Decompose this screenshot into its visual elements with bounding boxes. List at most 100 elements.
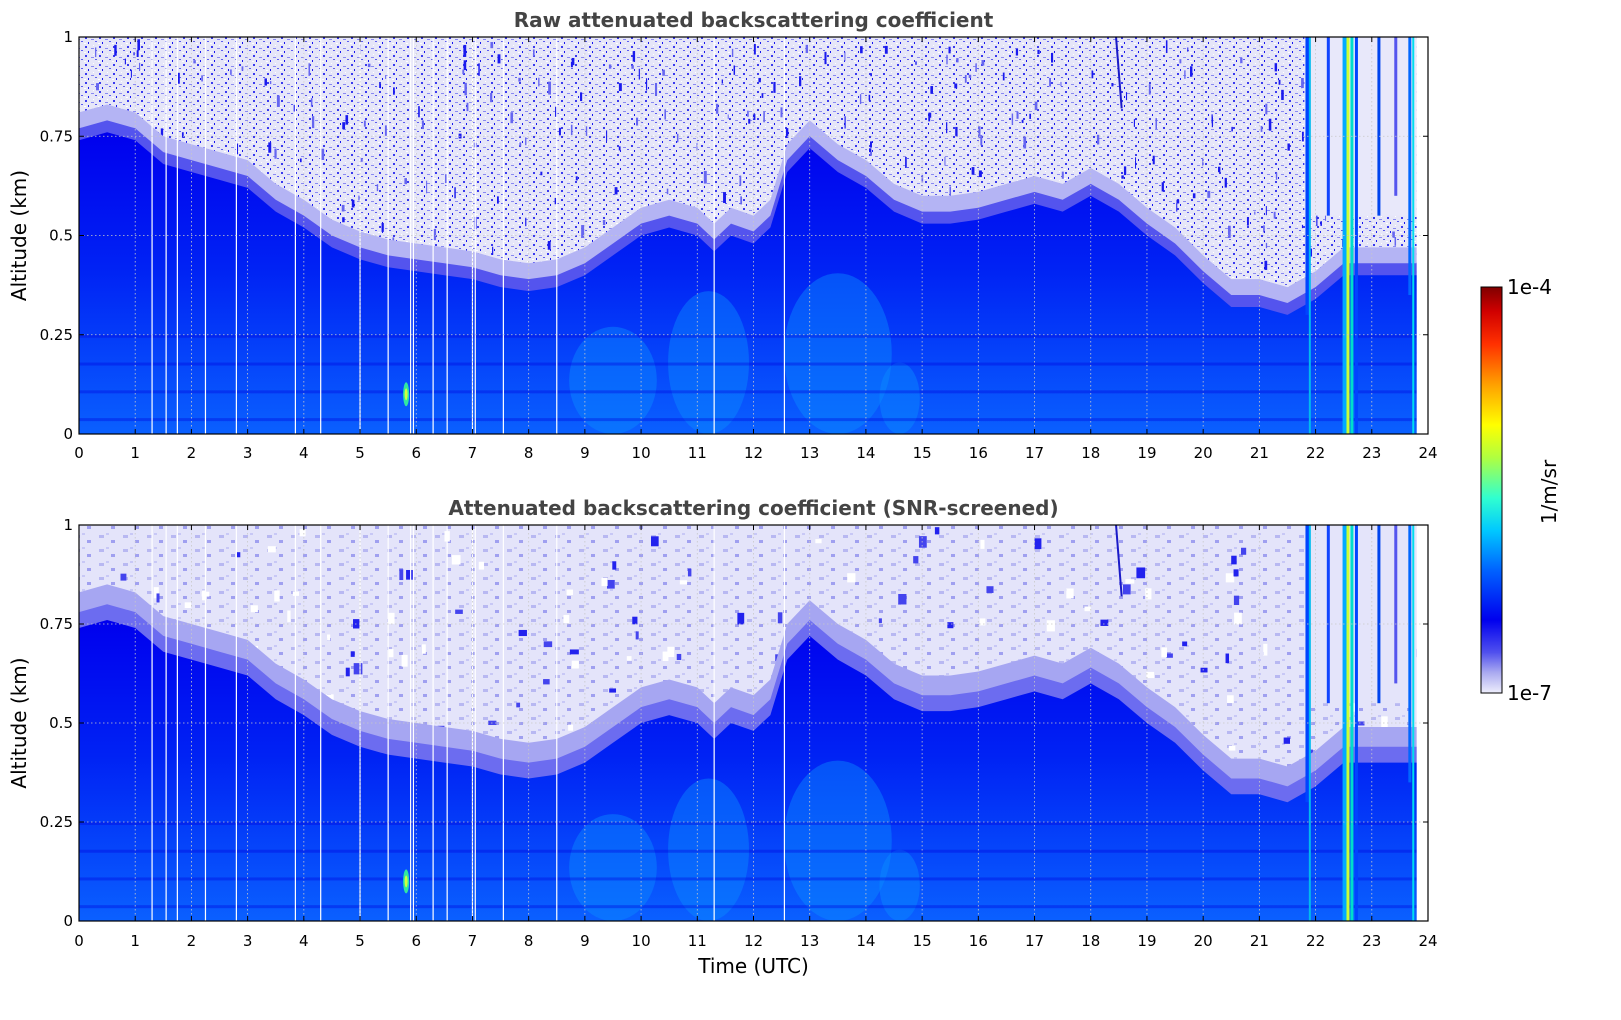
noise-patch (1184, 70, 1186, 79)
noise-patch (342, 122, 346, 130)
noise-patch (1265, 206, 1267, 216)
noise-patch (543, 641, 553, 648)
noise-patch (733, 65, 736, 75)
noise-patch (1182, 641, 1188, 647)
noise-patch (1381, 716, 1388, 729)
x-tick-label: 9 (580, 932, 590, 950)
noise-patch (193, 60, 196, 64)
precipitation-streak (1412, 525, 1415, 921)
noise-patch (384, 125, 387, 136)
x-tick-label: 2 (187, 932, 197, 950)
noise-patch (870, 151, 872, 156)
noise-patch (466, 102, 469, 112)
no-data-area (1416, 525, 1428, 921)
x-tick-label: 13 (800, 932, 819, 950)
x-tick-label: 19 (1137, 932, 1156, 950)
noise-patch (1310, 248, 1313, 257)
noise-patch (532, 49, 535, 57)
noise-patch (267, 546, 276, 553)
noise-patch (1275, 172, 1278, 180)
noise-patch (632, 51, 636, 62)
noise-patch (654, 82, 658, 96)
x-tick-label: 24 (1418, 444, 1437, 462)
noise-patch (345, 115, 349, 125)
colorbar-max-label: 1e-4 (1507, 275, 1552, 299)
noise-patch (1233, 595, 1240, 606)
noise-patch (137, 39, 140, 51)
noise-patch (609, 688, 617, 693)
noise-patch (928, 112, 931, 122)
x-axis-label: Time (UTC) (697, 954, 809, 978)
noise-patch (1152, 155, 1155, 165)
noise-patch (964, 74, 967, 83)
event-background (1304, 525, 1417, 704)
noise-patch (566, 589, 574, 596)
noise-patch (971, 167, 975, 175)
noise-patch (915, 61, 917, 65)
noise-patch (554, 197, 557, 205)
noise-patch (451, 555, 461, 565)
noise-patch (844, 116, 846, 129)
noise-patch (1211, 116, 1214, 128)
noise-patch (1015, 48, 1019, 56)
precipitation-streak (1305, 37, 1310, 315)
noise-patch (321, 148, 325, 161)
precipitation-streak (1408, 37, 1412, 296)
noise-patch (645, 78, 648, 91)
noise-patch (1225, 653, 1230, 664)
x-tick-label: 12 (744, 932, 763, 950)
noise-patch (287, 610, 291, 623)
precipitation-streak (1326, 37, 1330, 216)
noise-patch (569, 649, 579, 655)
x-tick-label: 8 (524, 444, 534, 462)
noise-patch (1021, 119, 1024, 123)
noise-patch (156, 593, 160, 603)
x-tick-label: 3 (243, 932, 253, 950)
noise-patch (274, 590, 280, 602)
noise-patch (462, 69, 465, 75)
noise-patch (667, 646, 675, 658)
noise-patch (1240, 57, 1243, 64)
noise-patch (1200, 667, 1208, 673)
noise-patch (606, 579, 615, 589)
surface-layer-stripe (79, 822, 1417, 825)
precipitation-streak (1412, 37, 1415, 434)
noise-patch (1121, 175, 1124, 179)
x-tick-label: 0 (74, 444, 84, 462)
noise-patch (1320, 221, 1322, 226)
convective-plume (879, 849, 920, 921)
x-tick-label: 17 (1025, 932, 1044, 950)
noise-patch (1190, 66, 1193, 77)
noise-patch (1227, 695, 1234, 704)
noise-patch (1263, 643, 1268, 656)
noise-patch (1084, 606, 1091, 612)
x-tick-label: 14 (856, 932, 875, 950)
noise-patch (345, 667, 350, 677)
noise-patch (327, 634, 331, 641)
noise-patch (1231, 555, 1237, 565)
y-tick-label: 0 (63, 425, 73, 443)
noise-patch (518, 629, 527, 637)
noise-patch (946, 54, 948, 65)
x-tick-label: 4 (299, 444, 309, 462)
noise-patch (676, 653, 682, 661)
noise-patch (130, 69, 132, 78)
x-tick-label: 24 (1418, 932, 1437, 950)
noise-patch (525, 137, 527, 146)
x-tick-label: 9 (580, 444, 590, 462)
noise-patch (980, 539, 985, 549)
noise-patch (96, 83, 99, 91)
noise-patch (478, 561, 485, 570)
noise-patch (120, 573, 127, 581)
x-tick-label: 6 (411, 444, 421, 462)
noise-patch (1202, 158, 1204, 167)
noise-patch (404, 178, 407, 185)
noise-patch (1125, 579, 1135, 584)
convective-plume (783, 760, 892, 921)
noise-patch (815, 539, 822, 544)
precipitation-streak (1308, 525, 1311, 921)
noise-patch (1301, 131, 1304, 142)
noise-patch (350, 651, 355, 657)
noise-patch (955, 126, 958, 137)
x-tick-label: 18 (1081, 444, 1100, 462)
